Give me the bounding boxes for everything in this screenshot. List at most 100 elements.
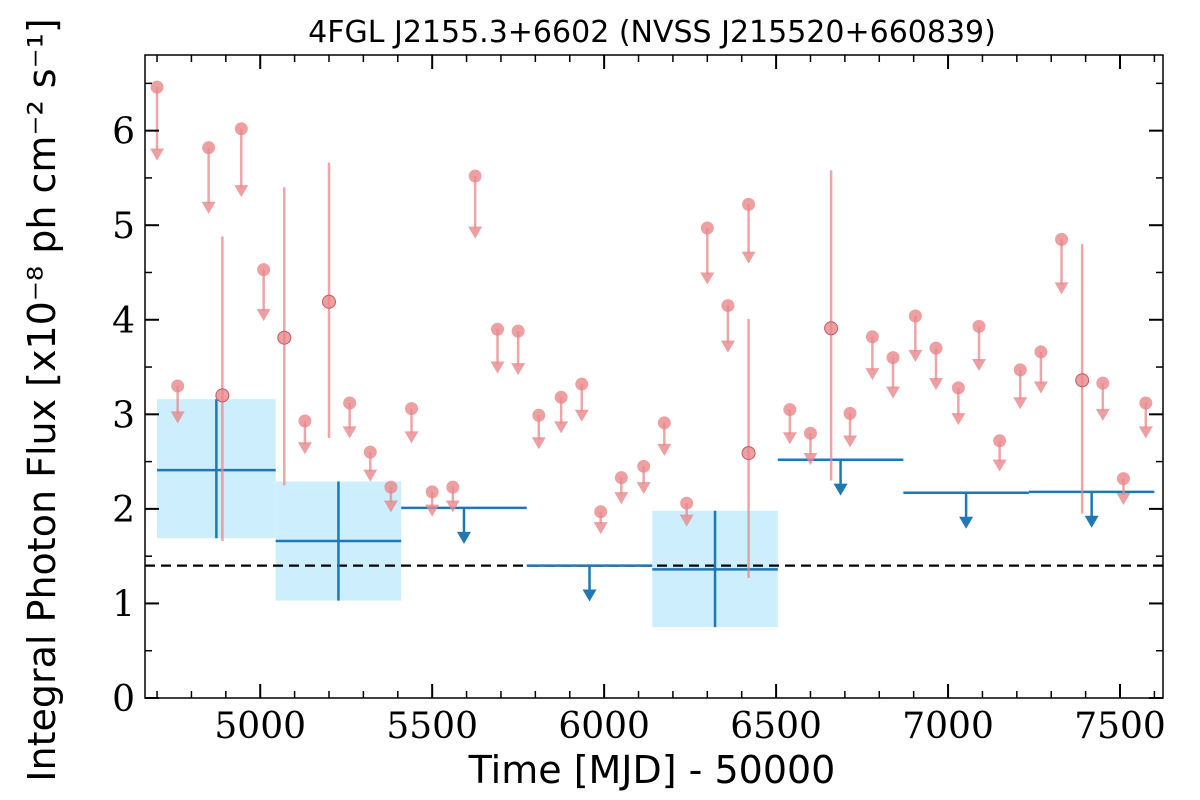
y-axis-title: Integral Photon Flux [x10⁻⁸ ph cm⁻² s⁻¹] [20,18,64,781]
long-bin-arrow-head [833,483,848,496]
short-bin-upper-limit [614,471,628,485]
short-bin-arrow-head [342,426,357,439]
short-bin-upper-limit [680,496,694,510]
long-bin-arrow-head [959,516,974,529]
short-bin-arrow-head [741,251,756,264]
short-bin-upper-limit [1055,232,1069,246]
short-bin-arrow-head [908,349,923,362]
short-bin-upper-limit [1034,345,1048,359]
short-bin-upper-limit [803,426,817,440]
x-tick-label: 7500 [1074,706,1166,747]
y-tick-label: 2 [112,490,135,531]
short-bin-arrow-head [700,272,715,285]
short-bin-upper-limit [951,381,965,395]
short-bin-arrow-head [803,453,818,466]
y-tick-label: 1 [112,584,135,625]
short-bin-upper-limit [532,408,546,422]
short-bin-upper-limit [742,197,756,211]
short-bin-arrow-head [1095,408,1110,421]
short-bin-arrow-head [1013,397,1028,410]
short-bin-arrow-head [531,437,546,450]
short-bin-upper-limit [468,169,482,183]
y-tick-label: 4 [112,301,135,342]
x-tick-label: 7000 [902,706,994,747]
short-bin-upper-limit [446,480,460,494]
short-bin-arrow-head [201,201,216,214]
short-bin-upper-limit [171,379,185,393]
axis-ticks: 5000 5500 6000 6500 7000 7500 0 1 2 3 4 5 6 [112,55,1166,747]
short-bin-arrow-head [383,500,398,513]
long-bin-series [157,399,1155,628]
short-bin-arrow-head [511,363,526,376]
short-bin-upper-limit [594,505,608,519]
short-bin-arrow-head [404,431,419,444]
chart-title: 4FGL J2155.3+6602 (NVSS J215520+660839) [308,15,996,50]
short-bin-arrow-head [1054,282,1069,295]
short-bin-upper-limit [202,141,216,155]
y-tick-label: 6 [112,112,135,153]
short-bin-upper-limit [554,390,568,404]
short-bin-upper-limit [405,402,419,416]
short-bin-upper-limit [908,309,922,323]
short-bin-arrow-head [574,409,589,422]
short-bin-upper-limit [363,445,377,459]
short-bin-arrow-head [363,469,378,482]
short-bin-arrow-head [150,148,165,161]
short-bin-upper-limit [865,330,879,344]
short-bin-upper-limit [511,324,525,338]
short-bin-upper-limit [575,377,589,391]
y-tick-label: 0 [112,679,135,720]
short-bin-detection [277,330,292,345]
short-bin-arrow-head [1116,492,1131,505]
short-bin-arrow-head [929,378,944,391]
short-bin-upper-limit [972,319,986,333]
short-bin-arrow-head [679,514,694,527]
short-bin-detection [215,388,230,403]
y-tick-label: 3 [112,395,135,436]
short-bin-arrow-head [720,340,735,353]
short-bin-arrow-head [1033,381,1048,394]
short-bin-upper-limit [234,122,248,136]
short-bin-arrow-head [1138,426,1153,439]
long-bin-arrow-head [1084,515,1099,528]
short-bin-upper-limit [1139,396,1153,410]
short-bin-detection [321,294,336,309]
short-bin-arrow-head [657,443,672,456]
short-bin-detection [741,446,756,461]
short-bin-upper-limit [1116,472,1130,486]
short-bin-upper-limit [343,396,357,410]
short-bin-arrow-head [886,386,901,399]
short-bin-upper-limit [843,406,857,420]
x-tick-label: 6500 [730,706,822,747]
x-axis-title: Time [MJD] - 50000 [468,748,836,792]
short-bin-arrow-head [256,309,271,322]
y-tick-label: 5 [112,206,135,247]
short-bin-series [150,80,1153,578]
short-bin-arrow-head [992,459,1007,472]
short-bin-arrow-head [445,500,460,513]
long-bin-bands [157,399,778,628]
short-bin-arrow-head [972,358,987,371]
short-bin-upper-limit [721,299,735,313]
short-bin-upper-limit [425,485,439,499]
short-bin-upper-limit [257,263,271,277]
short-bin-arrow-head [782,432,797,445]
long-bin-arrow-head [582,589,597,602]
x-tick-label: 6000 [558,706,650,747]
short-bin-upper-limit [491,322,505,336]
x-tick-label: 5500 [386,706,478,747]
short-bin-upper-limit [298,414,312,428]
short-bin-arrow-head [843,435,858,448]
short-bin-upper-limit [1013,363,1027,377]
plot-frame [144,54,1164,699]
short-bin-detection [824,321,839,336]
short-bin-upper-limit [993,434,1007,448]
short-bin-arrow-head [951,413,966,426]
x-tick-label: 5000 [214,706,306,747]
short-bin-upper-limit [700,221,714,235]
short-bin-arrow-head [554,421,569,434]
short-bin-upper-limit [1096,376,1110,390]
short-bin-upper-limit [657,416,671,430]
long-bin-arrow-head [456,531,471,544]
